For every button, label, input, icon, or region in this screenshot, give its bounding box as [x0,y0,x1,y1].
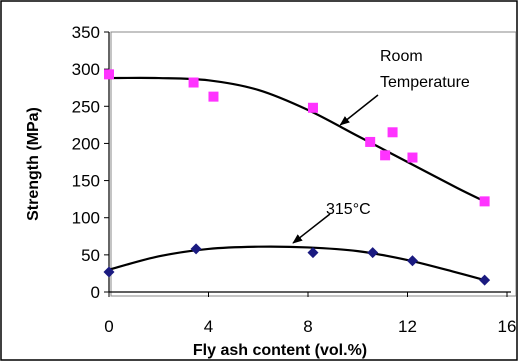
y-axis-title: Strength (MPa) [25,107,42,221]
data-point-room-temperature [479,196,490,207]
y-axis: 0 50 100 150 200 250 300 350 [72,23,110,302]
x-tick-label: 8 [303,317,312,336]
y-tick-label: 150 [72,172,100,191]
y-tick-label: 300 [72,60,100,79]
data-point-315c [406,255,418,267]
y-tick-label: 50 [81,246,100,265]
data-point-315c [367,247,379,259]
data-point-315c [190,243,202,255]
data-point-room-temperature [307,102,318,113]
data-point-room-temperature [380,150,391,161]
annotation-temperature: Temperature [380,74,470,91]
y-tick-label: 350 [72,23,100,42]
x-tick-label: 4 [204,317,213,336]
data-point-315c [479,274,491,286]
y-tick-label: 0 [91,283,100,302]
annotation-arrow-315c [292,213,331,244]
data-point-315c [103,266,115,278]
annotation-315c: 315°C [326,201,371,218]
data-point-room-temperature [407,152,418,163]
plot-area-border [110,31,517,297]
annotations: Room Temperature 315°C [292,48,470,244]
x-tick-label: 16 [498,317,517,336]
data-point-room-temperature [387,127,398,138]
x-tick-label: 12 [398,317,417,336]
x-axis: 0 4 8 12 16 [104,291,517,336]
data-point-room-temperature [188,77,199,88]
annotation-arrow-room-temperature [339,94,379,126]
data-point-room-temperature [104,69,114,80]
data-point-315c [307,247,319,259]
data-markers [103,69,491,286]
y-tick-label: 100 [72,209,100,228]
data-point-room-temperature [208,91,219,102]
x-axis-title: Fly ash content (vol.%) [193,342,367,359]
y-tick-label: 200 [72,134,100,153]
x-tick-label: 0 [104,317,113,336]
data-point-room-temperature [365,136,376,147]
y-tick-label: 250 [72,97,100,116]
trend-line-series-1 [108,245,485,282]
annotation-room: Room [380,48,423,65]
